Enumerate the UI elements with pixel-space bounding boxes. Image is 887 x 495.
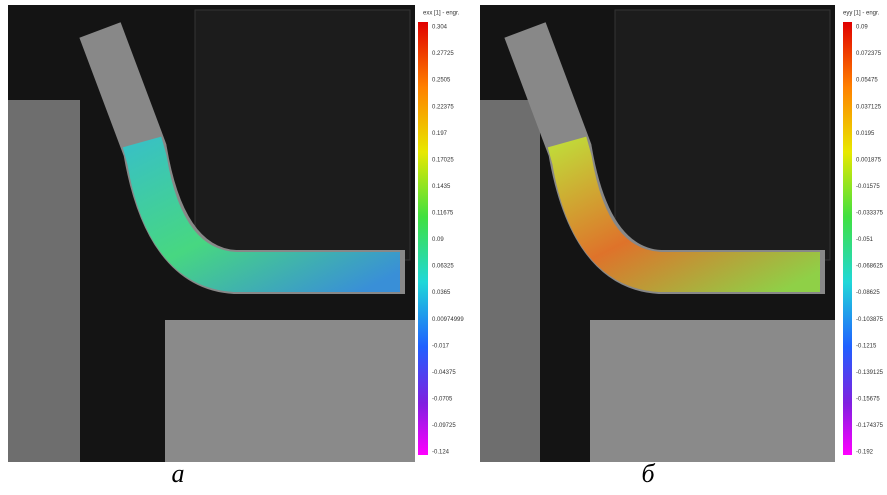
scale-label: -0.08625 xyxy=(856,290,880,296)
scale-label: 0.09 xyxy=(432,237,444,243)
scale-label: 0.1435 xyxy=(432,184,451,190)
scale-label: 0.072375 xyxy=(856,51,882,57)
scale-label: -0.051 xyxy=(856,237,874,243)
scale-label: 0.2505 xyxy=(432,78,451,84)
punch xyxy=(195,10,410,260)
scale-label: 0.037125 xyxy=(856,104,882,110)
scale-label: -0.124 xyxy=(432,450,450,456)
scale-label: -0.09725 xyxy=(432,423,456,429)
figure: exx [1] - engr. а 0.304 0.27725 0.2505 0.22… xyxy=(0,0,887,495)
scale-label: -0.174375 xyxy=(856,423,884,429)
scale-label: 0.11675 xyxy=(432,211,454,217)
scale-label: -0.01575 xyxy=(856,184,880,190)
scale-label: 0.06325 xyxy=(432,264,454,270)
left-block xyxy=(480,100,540,462)
panel-a: exx [1] - engr. а 0.304 0.27725 0.2505 0.22… xyxy=(0,0,470,495)
caption: а xyxy=(172,459,185,488)
bottom-block xyxy=(590,320,835,462)
scale-label: -0.04375 xyxy=(432,370,456,376)
scale-label: 0.001875 xyxy=(856,157,882,163)
scale-label: 0.0195 xyxy=(856,131,875,137)
scale-label: -0.139125 xyxy=(856,370,884,376)
scale-label: 0.00974999 xyxy=(432,317,464,323)
scale-title: exx [1] - engr. xyxy=(423,11,460,17)
scale-label: 0.0365 xyxy=(432,290,451,296)
scale-label: -0.1215 xyxy=(856,343,877,349)
scale-label: 0.09 xyxy=(856,25,868,31)
scale-label: 0.27725 xyxy=(432,51,454,57)
scale-title: eyy [1] - engr. xyxy=(843,11,880,17)
scale-label: -0.017 xyxy=(432,343,450,349)
panel-b: eyy [1] - engr. б 0.09 0.072375 0.05475 0.0… xyxy=(470,0,887,495)
scale-label: -0.0705 xyxy=(432,396,453,402)
punch xyxy=(615,10,830,260)
scale-label: 0.197 xyxy=(432,131,448,137)
scale-label: -0.033375 xyxy=(856,211,884,217)
scale-label: -0.068625 xyxy=(856,264,884,270)
scale-label: -0.103875 xyxy=(856,317,884,323)
color-bar xyxy=(843,22,852,455)
scale-label: -0.15675 xyxy=(856,396,880,402)
left-block xyxy=(8,100,80,462)
scale-label: 0.22375 xyxy=(432,104,454,110)
bottom-block xyxy=(165,320,415,462)
caption: б xyxy=(641,459,655,488)
color-bar xyxy=(418,22,428,455)
scale-label: 0.05475 xyxy=(856,78,878,84)
scale-label: 0.304 xyxy=(432,25,448,31)
scale-label: -0.192 xyxy=(856,450,874,456)
scale-label: 0.17025 xyxy=(432,157,454,163)
